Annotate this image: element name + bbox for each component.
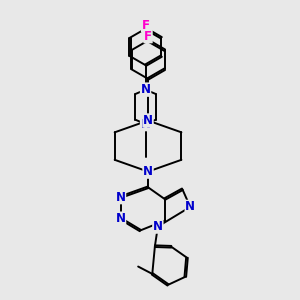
Text: F: F: [142, 19, 150, 32]
Text: N: N: [141, 83, 151, 96]
Text: F: F: [144, 30, 152, 43]
Text: N: N: [185, 200, 195, 213]
Text: N: N: [143, 114, 153, 127]
Text: N: N: [116, 212, 126, 225]
Text: N: N: [116, 190, 126, 204]
Text: N: N: [143, 165, 153, 178]
Text: N: N: [153, 220, 163, 233]
Text: N: N: [141, 118, 151, 130]
